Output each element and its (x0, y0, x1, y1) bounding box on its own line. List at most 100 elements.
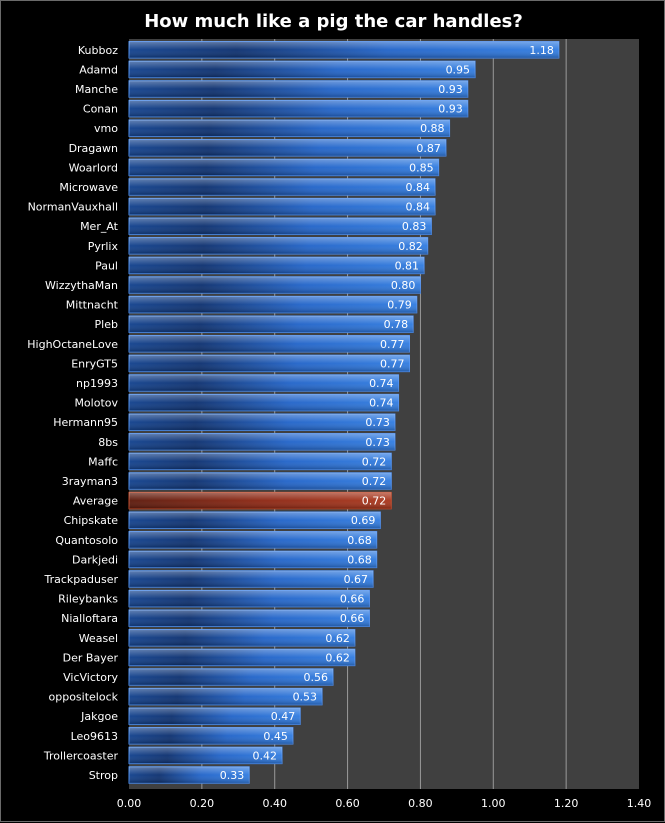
value-label: 0.66 (340, 593, 365, 606)
category-label: Paul (95, 259, 118, 272)
x-tick-label: 0.20 (190, 797, 215, 810)
value-label: 0.87 (416, 142, 441, 155)
bar-shine (129, 727, 293, 745)
bar-shine (129, 374, 399, 392)
value-label: 0.42 (253, 749, 278, 762)
category-label: oppositelock (49, 691, 119, 704)
category-label: Dragawn (69, 142, 118, 155)
bar-shine (129, 178, 435, 196)
x-tick-label: 0.00 (117, 797, 142, 810)
bar-shine (129, 629, 355, 647)
category-label: Manche (75, 83, 118, 96)
x-tick-label: 0.80 (408, 797, 433, 810)
bar-shine (129, 433, 395, 451)
value-label: 0.78 (384, 318, 409, 331)
bar-shine (129, 453, 392, 470)
bar-shine (129, 257, 425, 274)
value-label: 0.33 (220, 769, 245, 782)
value-label: 0.66 (340, 612, 365, 625)
bar-shine (129, 511, 381, 529)
value-label: 0.95 (446, 63, 471, 76)
category-label: Nialloftara (61, 612, 118, 625)
category-label: Chipskate (64, 514, 119, 527)
bar-shine (129, 707, 301, 725)
value-label: 0.72 (362, 475, 387, 488)
value-label: 0.82 (398, 240, 423, 253)
value-label: 0.77 (380, 338, 405, 351)
category-label: Molotov (74, 397, 118, 410)
value-label: 0.79 (387, 299, 412, 312)
value-label: 0.69 (351, 514, 376, 527)
value-label: 0.62 (325, 651, 350, 664)
bar-shine (129, 394, 399, 411)
category-label: Mer_At (80, 220, 119, 233)
category-label: Maffc (88, 455, 118, 468)
category-label: np1993 (76, 377, 118, 390)
bar-shine (129, 355, 410, 372)
value-label: 0.77 (380, 357, 405, 370)
x-tick-label: 0.40 (262, 797, 287, 810)
category-label: Darkjedi (72, 553, 118, 566)
value-label: 0.80 (391, 279, 416, 292)
category-label: Pyrlix (88, 240, 119, 253)
x-tick-label: 1.40 (627, 797, 652, 810)
bar-shine (129, 531, 377, 549)
category-label: VicVictory (63, 671, 118, 684)
category-label: Quantosolo (55, 534, 118, 547)
category-label: WizzythaMan (45, 279, 118, 292)
bar-shine (129, 688, 323, 705)
bar-shine (129, 276, 421, 294)
value-label: 0.83 (402, 220, 427, 233)
value-label: 0.72 (362, 495, 387, 508)
chart-title: How much like a pig the car handles? (144, 11, 523, 32)
bar-shine (129, 80, 468, 98)
bar-shine (129, 472, 392, 490)
value-label: 0.56 (304, 671, 329, 684)
category-label: Pleb (95, 318, 118, 331)
value-label: 0.68 (347, 553, 372, 566)
category-label: HighOctaneLove (27, 338, 118, 351)
value-label: 0.47 (271, 710, 296, 723)
bar-shine (129, 609, 370, 627)
bar-shine (129, 551, 377, 568)
category-label: Der Bayer (63, 651, 119, 664)
category-label: EnryGT5 (71, 357, 118, 370)
bar-shine (129, 747, 282, 764)
x-tick-label: 1.20 (554, 797, 579, 810)
bar-shine (129, 159, 439, 176)
category-label: Trollercoaster (43, 749, 119, 762)
value-label: 0.74 (369, 397, 394, 410)
value-label: 0.73 (365, 436, 390, 449)
category-label: Leo9613 (71, 730, 118, 743)
value-label: 0.67 (344, 573, 369, 586)
category-label: 3rayman3 (62, 475, 118, 488)
category-label: NormanVauxhall (28, 201, 118, 214)
category-label: Woarlord (69, 161, 118, 174)
category-label: 8bs (98, 436, 118, 449)
x-tick-label: 1.00 (481, 797, 506, 810)
category-label: Mittnacht (66, 299, 119, 312)
bar-shine (129, 119, 450, 137)
category-label: Weasel (79, 632, 118, 645)
bar-shine (129, 649, 355, 666)
bar-shine (129, 570, 374, 588)
value-label: 0.68 (347, 534, 372, 547)
category-label: Average (73, 495, 118, 508)
value-label: 0.93 (438, 103, 463, 116)
value-label: 0.84 (406, 201, 431, 214)
value-label: 0.62 (325, 632, 350, 645)
bar-shine (129, 41, 559, 59)
bar-shine (129, 296, 417, 313)
bar-shine (129, 413, 395, 431)
bar-shine (129, 198, 435, 215)
category-label: Trackpaduser (44, 573, 119, 586)
value-label: 0.81 (395, 259, 420, 272)
bar-shine (129, 100, 468, 117)
bar-shine (129, 668, 333, 686)
value-label: 0.84 (406, 181, 431, 194)
bar-shine (129, 237, 428, 255)
category-label: Strop (89, 769, 118, 782)
category-label: vmo (94, 122, 118, 135)
